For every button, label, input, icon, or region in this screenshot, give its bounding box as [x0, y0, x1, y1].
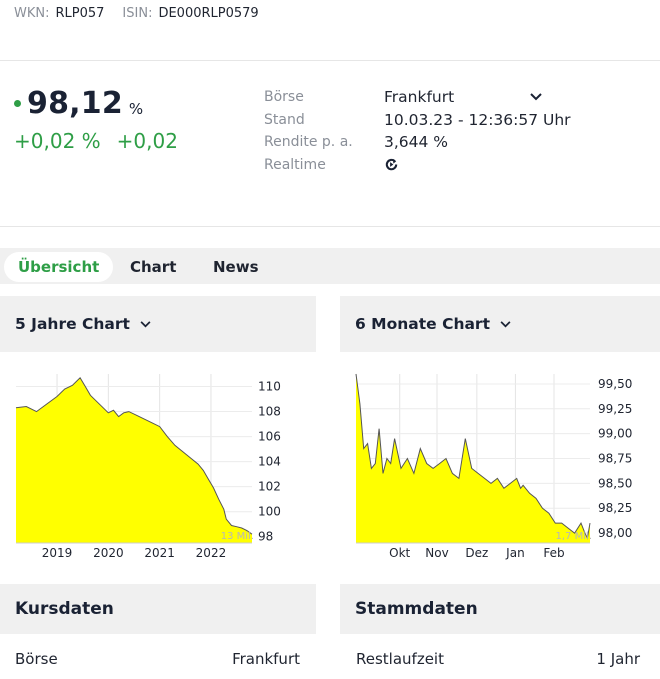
meta-value: 10.03.23 - 12:36:57 Uhr — [384, 110, 571, 129]
chevron-down-icon — [500, 320, 511, 327]
y-tick-label: 100 — [258, 505, 281, 519]
exchange-select[interactable]: Frankfurt — [384, 88, 455, 107]
price-unit: % — [128, 100, 144, 118]
chart-area — [356, 374, 590, 543]
meta-label: Stand — [264, 111, 305, 128]
kv-value: Frankfurt — [232, 650, 300, 668]
kursdaten-header: Kursdaten — [0, 584, 316, 634]
y-tick-label: 99,00 — [598, 427, 632, 441]
refresh-icon[interactable] — [384, 157, 399, 172]
change-percent: +0,02 % — [14, 129, 101, 153]
meta-label: Realtime — [264, 156, 326, 173]
y-tick-label: 98,25 — [598, 501, 632, 515]
y-tick-label: 98,00 — [598, 526, 632, 540]
meta-label: Börse — [264, 89, 304, 106]
change-absolute: +0,02 — [116, 129, 178, 153]
y-tick-label: 98,75 — [598, 452, 632, 466]
chart-6m-title: 6 Monate Chart — [355, 315, 490, 333]
isin-value: DE000RLP0579 — [158, 6, 259, 21]
price: 98,12 — [27, 86, 123, 121]
x-tick-label: 2019 — [42, 546, 73, 560]
y-tick-label: 102 — [258, 480, 281, 494]
isin-label: ISIN: — [122, 6, 153, 21]
y-tick-label: 98,50 — [598, 476, 632, 490]
chart-6m-selector[interactable]: 6 Monate Chart — [340, 296, 660, 352]
x-tick-label: Jan — [505, 546, 525, 560]
wkn: WKN: RLP057 — [14, 6, 104, 21]
chevron-down-icon — [140, 320, 151, 327]
volume-label: 1,7 Mil. — [556, 531, 592, 542]
kursdaten-title: Kursdaten — [15, 599, 114, 619]
y-tick-label: 99,50 — [598, 377, 632, 391]
tab-overview[interactable]: Übersicht — [4, 252, 114, 282]
tab-news[interactable]: News — [213, 258, 259, 276]
y-tick-label: 106 — [258, 430, 281, 444]
x-tick-label: Dez — [465, 546, 488, 560]
chevron-down-icon[interactable] — [530, 93, 542, 101]
x-tick-label: Nov — [425, 546, 448, 560]
isin: ISIN: DE000RLP0579 — [122, 6, 258, 21]
live-dot-icon — [14, 100, 21, 107]
kursdaten-row: Börse Frankfurt — [15, 650, 300, 668]
kv-value: 1 Jahr — [596, 650, 640, 668]
kv-label: Restlaufzeit — [356, 650, 444, 668]
tab-chart[interactable]: Chart — [130, 258, 177, 276]
x-tick-label: Okt — [389, 546, 410, 560]
meta-label: Rendite p. a. — [264, 134, 353, 151]
x-tick-label: Feb — [543, 546, 564, 560]
chart-5y[interactable]: 110 108 106 104 102 100 98 2019 2020 2021 2022 13 M… — [0, 368, 316, 563]
chart-5y-title: 5 Jahre Chart — [15, 315, 130, 333]
stammdaten-title: Stammdaten — [355, 599, 478, 619]
chart-line — [355, 373, 591, 540]
wkn-value: RLP057 — [55, 6, 105, 21]
chart-area — [16, 377, 252, 543]
meta-exchange[interactable]: Börse Frankfurt — [264, 86, 571, 109]
quote-block: 98,12 % +0,02 % +0,02 — [14, 86, 178, 153]
y-tick-label: 99,25 — [598, 402, 632, 416]
volume-label: 13 Mil. — [221, 531, 254, 542]
y-tick-label: 110 — [258, 380, 281, 394]
meta-value: 3,644 % — [384, 133, 449, 152]
meta-yield: Rendite p. a. 3,644 % — [264, 131, 571, 154]
x-tick-label: 2021 — [144, 546, 175, 560]
stammdaten-row: Restlaufzeit 1 Jahr — [356, 650, 640, 668]
stammdaten-header: Stammdaten — [340, 584, 660, 634]
chart-6m[interactable]: 99,50 99,25 99,00 98,75 98,50 98,25 98,00 Okt No… — [340, 368, 660, 563]
x-tick-label: 2022 — [196, 546, 227, 560]
y-tick-label: 104 — [258, 455, 281, 469]
divider — [0, 60, 660, 61]
meta-realtime: Realtime — [264, 154, 571, 177]
wkn-label: WKN: — [14, 6, 50, 21]
divider — [0, 226, 660, 227]
kv-label: Börse — [15, 650, 58, 668]
x-tick-label: 2020 — [93, 546, 124, 560]
chart-5y-selector[interactable]: 5 Jahre Chart — [0, 296, 316, 352]
meta-timestamp: Stand 10.03.23 - 12:36:57 Uhr — [264, 109, 571, 132]
tab-bar: Übersicht Chart News — [0, 248, 660, 284]
instrument-ids: WKN: RLP057 ISIN: DE000RLP0579 — [14, 6, 259, 21]
quote-meta: Börse Frankfurt Stand 10.03.23 - 12:36:5… — [264, 86, 571, 176]
y-tick-label: 108 — [258, 405, 281, 419]
chart-line — [15, 377, 253, 535]
y-tick-label: 98 — [258, 530, 273, 544]
